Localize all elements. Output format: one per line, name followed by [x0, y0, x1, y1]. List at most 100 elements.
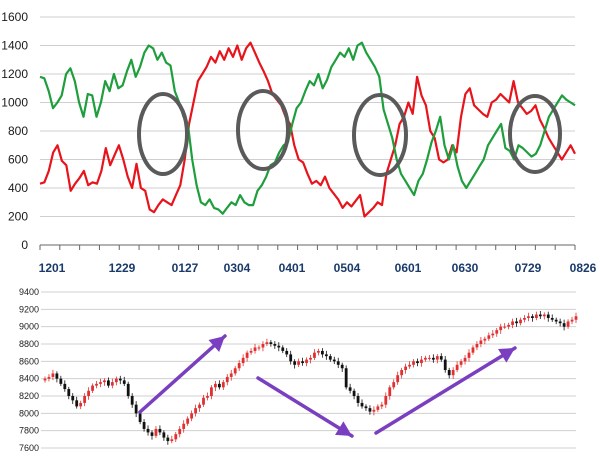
candle-body: [467, 352, 471, 358]
candle-body: [332, 359, 336, 362]
candle-body: [122, 380, 126, 384]
trend-arrow-head-3: [498, 348, 515, 363]
candle-body: [99, 382, 102, 384]
candlesticks: [43, 310, 578, 445]
candle-body: [408, 364, 411, 367]
candle-body: [546, 314, 550, 318]
candle-body: [388, 387, 392, 396]
candle-body: [198, 404, 201, 409]
trend-arrows: [138, 334, 517, 438]
candle-body: [534, 314, 538, 318]
crossover-circle-3: [352, 93, 408, 177]
candle-body: [499, 326, 503, 331]
candle-body: [249, 350, 253, 353]
candle-body: [126, 383, 130, 396]
candle-body: [523, 318, 526, 320]
candle-body: [158, 428, 162, 433]
candle-body: [297, 361, 301, 365]
candle-body: [392, 382, 396, 388]
candle-body: [352, 390, 356, 396]
bottom-y-tick: 7800: [19, 426, 39, 436]
candle-body: [253, 347, 257, 351]
candle-body: [206, 396, 209, 398]
candle-body: [229, 373, 233, 377]
candle-body: [67, 389, 71, 396]
trend-arrow-shaft-2: [256, 376, 354, 438]
top-x-tick: 0826: [570, 261, 597, 275]
top-y-tick: 200: [8, 210, 28, 224]
candle-body: [103, 380, 106, 383]
top-series-lines: [39, 41, 576, 218]
candle-body: [463, 357, 467, 362]
candle-body: [344, 368, 348, 388]
candle-body: [257, 347, 261, 349]
candle-body: [542, 314, 546, 317]
candle-body: [289, 354, 293, 362]
candle-body: [134, 404, 138, 414]
candle-body: [412, 361, 415, 365]
candle-body: [245, 352, 249, 358]
candle-body: [83, 396, 87, 403]
crossover-circle-1: [137, 92, 189, 176]
candle-body: [305, 359, 308, 364]
candle-body: [142, 422, 146, 429]
candle-body: [356, 396, 360, 403]
candle-body: [138, 413, 142, 422]
candle-body: [146, 428, 150, 433]
candle-body: [507, 324, 511, 327]
top-y-tick: 600: [8, 153, 28, 167]
top-x-axis: [39, 244, 576, 250]
candle-body: [178, 428, 182, 435]
candle-body: [233, 368, 237, 374]
candle-body: [241, 357, 245, 364]
candle-body: [376, 406, 380, 410]
candle-body: [154, 428, 158, 436]
candle-body: [527, 316, 530, 318]
candle-body: [213, 383, 217, 388]
crossover-circle-4: [508, 94, 562, 174]
candle-body: [404, 366, 408, 370]
candle-body: [451, 370, 455, 376]
candle-body: [217, 383, 221, 388]
candle-body: [269, 342, 273, 344]
candle-body: [328, 356, 332, 360]
candle-body: [59, 378, 63, 384]
top-y-tick: 1200: [1, 67, 28, 81]
top-x-tick: 0504: [334, 261, 361, 275]
candle-body: [225, 376, 229, 383]
top-chart: 0 200 400 600 800 1000 1200 1400 1600 1201 1229 01…: [1, 10, 596, 275]
candle-body: [313, 352, 316, 358]
candle-body: [110, 382, 114, 386]
top-y-tick: 1000: [1, 96, 28, 110]
candle-body: [511, 321, 514, 325]
candle-body: [447, 370, 451, 376]
candle-body: [63, 383, 67, 390]
top-x-tick-labels: 1201 1229 0127 0304 0401 0504 0601 0630 0729 0826: [39, 261, 597, 275]
candle-body: [317, 350, 320, 353]
candle-body: [170, 439, 174, 442]
candle-body: [364, 406, 368, 409]
candle-body: [562, 323, 566, 327]
candle-body: [237, 363, 241, 369]
candle-body: [479, 340, 483, 344]
candle-body: [475, 344, 479, 348]
top-x-tick: 0729: [515, 261, 542, 275]
candle-body: [186, 418, 190, 424]
bottom-y-tick: 8400: [19, 374, 39, 384]
candle-body: [431, 357, 435, 360]
candle-body: [558, 321, 562, 324]
candle-body: [202, 397, 205, 405]
candle-body: [491, 333, 495, 336]
candle-body: [182, 423, 186, 429]
bottom-y-tick: 8000: [19, 408, 39, 418]
candle-body: [261, 344, 265, 348]
candle-body: [471, 347, 475, 353]
top-y-tick: 0: [21, 238, 28, 252]
candle-body: [190, 413, 194, 419]
candle-body: [75, 400, 79, 407]
candle-body: [427, 357, 431, 359]
candle-body: [277, 345, 281, 348]
candle-body: [566, 321, 570, 327]
bottom-y-tick: 7600: [19, 443, 39, 453]
top-series-line-1: [39, 41, 576, 218]
